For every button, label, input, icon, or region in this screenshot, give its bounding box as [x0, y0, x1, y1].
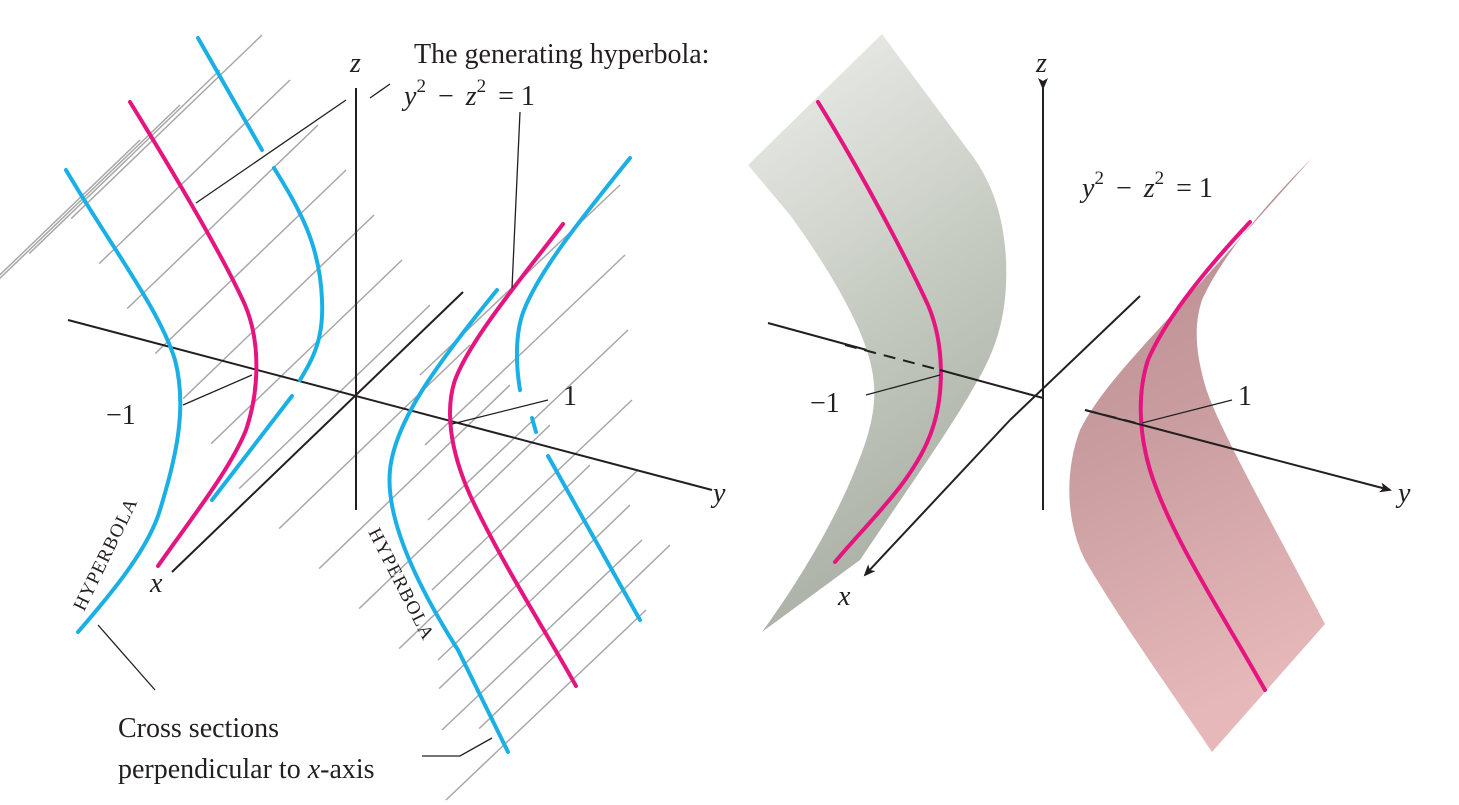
leader-generating-z [369, 83, 391, 99]
tick-label-neg-one-left: −1 [106, 400, 136, 431]
x-axis-label-left: x [149, 568, 163, 599]
cross-section-grid-lines [0, 34, 671, 801]
grid-line [238, 304, 431, 490]
z-axis-label-right: z [1035, 48, 1047, 79]
generating-hyperbola-right-sheet [1138, 220, 1267, 692]
tick-label-neg-one-right: −1 [810, 388, 840, 419]
grid-line [431, 399, 633, 591]
grid-line [398, 464, 591, 650]
y-axis-right-mid [939, 369, 1044, 399]
grid-line [98, 79, 291, 265]
generating-hyperbola-right-branch [448, 222, 578, 688]
surface-equation: y2− z2 = 1 [1079, 168, 1213, 204]
y-axis-left [67, 319, 713, 491]
leader-generating-right [511, 111, 521, 289]
leader-pos-one [451, 399, 549, 425]
surface-sheet-right [1069, 158, 1325, 752]
y-axis-label-right: y [1395, 478, 1411, 509]
grid-line [0, 104, 181, 280]
generating-hyperbola-title: The generating hyperbola: [414, 39, 709, 70]
grid-line [126, 124, 319, 310]
y-axis-right-front [1084, 409, 1392, 493]
caption-line-2: perpendicular to x-axis [118, 754, 375, 785]
grid-line [478, 544, 671, 730]
y-axis-right-hidden-2 [1084, 409, 1141, 425]
leader-neg-one-right [865, 374, 941, 396]
x-axis-label-right: x [837, 581, 851, 612]
grid-line [28, 69, 221, 255]
x-axis-right-front [863, 419, 1011, 577]
right-figure: z y x y2− z2 = 1 −1 1 [748, 34, 1411, 752]
grid-line [278, 344, 471, 530]
leader-caption-b [422, 737, 493, 757]
cross-section-front-left [64, 168, 183, 634]
grid-line [445, 609, 647, 801]
grid-line [438, 504, 631, 690]
generating-hyperbola-left-sheet [816, 100, 943, 564]
cross-section-front-right [387, 288, 510, 754]
cross-section-back-right [514, 156, 642, 622]
x-axis-right-back [1009, 295, 1141, 421]
grid-line [358, 424, 551, 610]
leader-caption-a [97, 624, 156, 691]
tick-label-one-left: 1 [563, 381, 577, 412]
leader-neg-one [182, 374, 253, 406]
cross-section-back-left [196, 36, 325, 502]
x-axis-left [171, 291, 464, 573]
grid-line [437, 469, 639, 661]
surface-sheet-left [748, 34, 1007, 632]
leader-generating-left [195, 99, 347, 204]
z-axis-label-left: z [349, 48, 361, 79]
y-axis-label-left: y [710, 478, 726, 509]
grid-line [0, 139, 141, 276]
generating-equation: y2− z2 = 1 [401, 76, 535, 112]
grid-line [318, 384, 511, 570]
grid-line [427, 329, 629, 521]
left-figure: z y x The generating hyperbola: y2− z2 = 1… [0, 34, 726, 801]
grid-line [154, 169, 347, 355]
grid-line [210, 259, 403, 445]
grid-line [424, 254, 626, 446]
caption-line-1: Cross sections [118, 713, 279, 744]
grid-line [441, 539, 643, 731]
leader-pos-one-right [1141, 399, 1233, 424]
generating-hyperbola-left-branch [128, 100, 259, 568]
tick-label-one-right: 1 [1238, 381, 1252, 412]
y-axis-right-hidden [844, 344, 941, 371]
grid-line [70, 34, 263, 220]
grid-line [182, 214, 375, 400]
